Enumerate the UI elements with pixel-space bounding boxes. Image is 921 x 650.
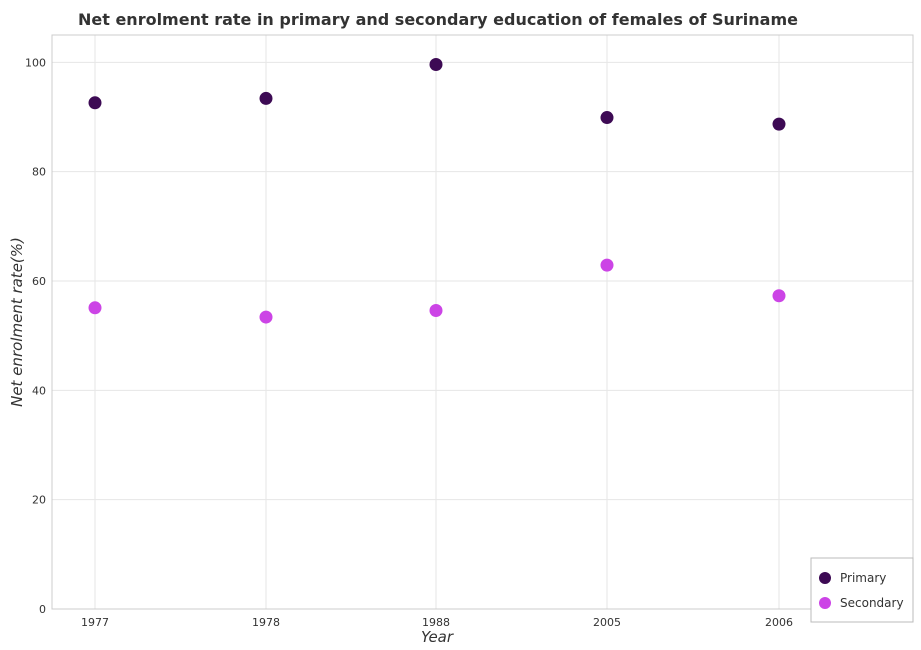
- data-point-secondary-1978: [259, 310, 273, 324]
- data-point-secondary-1988: [429, 304, 443, 318]
- x-tick-label: 1978: [252, 616, 280, 629]
- data-point-secondary-2006: [772, 289, 786, 303]
- legend-box: [810, 557, 914, 623]
- data-point-secondary-2005: [600, 258, 614, 272]
- x-tick-label: 2005: [593, 616, 621, 629]
- y-tick-label: 0: [39, 603, 46, 616]
- chart-title: Net enrolment rate in primary and second…: [78, 10, 798, 29]
- data-point-primary-1977: [88, 96, 102, 110]
- data-point-primary-2005: [600, 111, 614, 125]
- x-tick-label: 1977: [81, 616, 109, 629]
- data-point-primary-1988: [429, 58, 443, 72]
- plot-frame: [51, 34, 914, 610]
- x-tick-label: 1988: [422, 616, 450, 629]
- y-tick-label: 60: [32, 275, 46, 288]
- data-point-secondary-1977: [88, 301, 102, 315]
- data-point-primary-2006: [772, 117, 786, 131]
- legend-marker-secondary: [819, 597, 831, 609]
- y-tick-labels: 0 20 40 60 80 100: [25, 56, 46, 616]
- y-gridlines: [52, 61, 913, 610]
- x-tick-labels: 1977 1978 1988 2005 2006: [81, 616, 793, 629]
- legend: Primary Secondary: [810, 557, 914, 623]
- x-gridlines: [94, 35, 780, 609]
- y-tick-label: 20: [32, 494, 46, 507]
- legend-marker-primary: [819, 572, 831, 584]
- data-point-primary-1978: [259, 91, 273, 105]
- y-tick-label: 100: [25, 56, 46, 69]
- y-tick-label: 80: [32, 166, 46, 179]
- x-axis-label: Year: [421, 628, 454, 646]
- y-axis-label: Net enrolment rate(%): [8, 237, 26, 407]
- x-tick-label: 2006: [765, 616, 793, 629]
- legend-label-secondary: Secondary: [840, 596, 904, 610]
- y-tick-label: 40: [32, 384, 46, 397]
- legend-label-primary: Primary: [840, 571, 886, 585]
- data-points: [88, 58, 786, 324]
